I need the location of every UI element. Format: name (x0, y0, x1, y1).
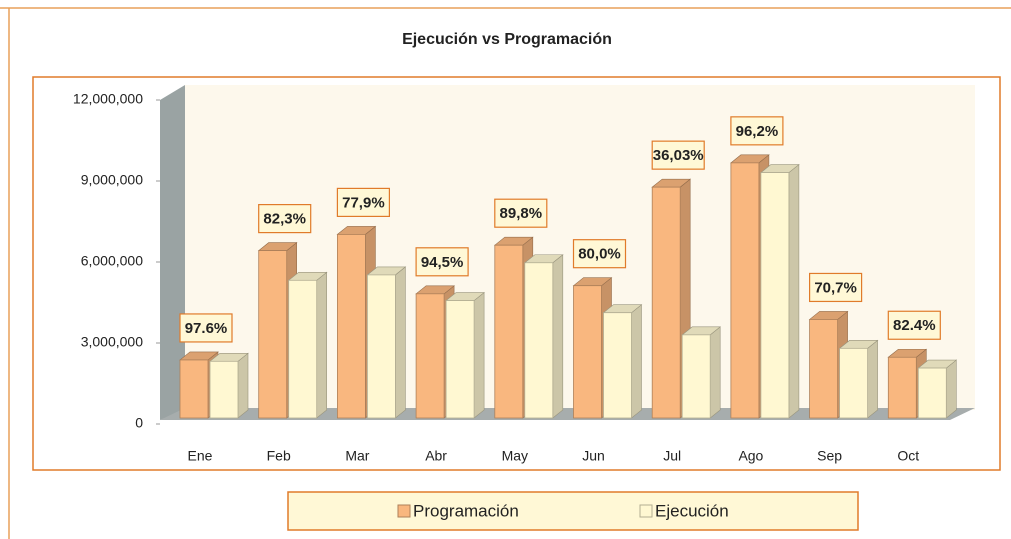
bar-face (809, 319, 838, 419)
annotation-box (651, 140, 705, 170)
bar-face (573, 285, 602, 419)
legend-label: Ejecución (655, 501, 729, 520)
annotation-box (808, 272, 863, 303)
y-tick-label: 9,000,000 (81, 172, 143, 188)
annotation: 77,9% (342, 194, 385, 211)
bar (523, 254, 564, 419)
bar-face (366, 274, 396, 419)
legend-label: Programación (413, 501, 519, 520)
x-tick-label: Sep (817, 448, 842, 464)
bar-face (839, 347, 868, 419)
chart-title: Ejecución vs Programación (402, 31, 612, 48)
bar (838, 339, 879, 419)
annotation-box (336, 187, 390, 217)
bar (366, 266, 407, 419)
annotation: 82,3% (263, 211, 306, 228)
bar-face (258, 250, 288, 419)
bar-face (473, 291, 485, 419)
x-tick-label: Ene (188, 448, 213, 464)
annotation-box (494, 198, 548, 228)
y-tick-label: 12,000,000 (73, 91, 143, 107)
side-wall (160, 85, 185, 420)
y-tick-label: 3,000,000 (81, 334, 143, 350)
bar-face (867, 339, 878, 419)
annotation: 80,0% (578, 246, 621, 263)
bar-face (730, 162, 760, 419)
annotation-box (887, 310, 941, 340)
x-tick-label: Jun (582, 448, 605, 464)
bar-face (709, 326, 721, 419)
bar-face (945, 359, 957, 419)
annotation-box (179, 313, 233, 343)
bar (681, 326, 722, 419)
bar-face (603, 312, 632, 419)
bar-face (415, 293, 445, 419)
annotation: 89,8% (500, 205, 543, 222)
bar (760, 163, 800, 419)
bar-face (552, 254, 564, 419)
x-tick-label: May (502, 448, 528, 464)
x-tick-label: Jul (663, 448, 681, 464)
bar-face (917, 367, 947, 419)
bar-face (887, 356, 917, 419)
legend (287, 491, 859, 531)
legend-swatch (397, 504, 411, 518)
bar-face (316, 271, 328, 419)
x-tick-label: Oct (897, 448, 919, 464)
bar (287, 271, 328, 419)
bar (730, 154, 770, 419)
annotation: 97.6% (185, 320, 228, 337)
bar-face (788, 163, 800, 419)
annotation-box (730, 116, 784, 146)
annotation: 70,7% (814, 279, 857, 296)
y-tick-label: 0 (135, 415, 143, 431)
bar (445, 291, 485, 419)
bar (209, 352, 249, 419)
legend-swatch (639, 504, 653, 518)
annotation: 96,2% (736, 123, 779, 140)
bar-face (288, 279, 318, 419)
annotation: 82.4% (893, 317, 936, 334)
x-tick-label: Feb (267, 448, 291, 464)
bar-face (631, 304, 642, 419)
annotation: 36,03% (653, 147, 704, 164)
bar-face (179, 359, 209, 419)
x-tick-label: Ago (738, 448, 763, 464)
bar-face (524, 262, 554, 419)
annotation-box (572, 239, 627, 269)
annotation-box (415, 247, 469, 277)
bar-face (445, 300, 475, 419)
bar-face (395, 266, 406, 419)
annotation: 94,5% (421, 254, 464, 271)
bar (917, 359, 958, 419)
bar-face (336, 233, 366, 419)
annotation-box (258, 204, 312, 234)
bar-face (681, 334, 711, 419)
bar-face (651, 186, 681, 419)
x-tick-label: Mar (345, 448, 369, 464)
bar-face (237, 352, 249, 419)
bar-face (760, 172, 790, 419)
x-tick-label: Abr (425, 448, 447, 464)
y-tick-label: 6,000,000 (81, 253, 143, 269)
bar (602, 304, 643, 419)
bar-face (209, 360, 239, 419)
bar-face (494, 244, 524, 419)
